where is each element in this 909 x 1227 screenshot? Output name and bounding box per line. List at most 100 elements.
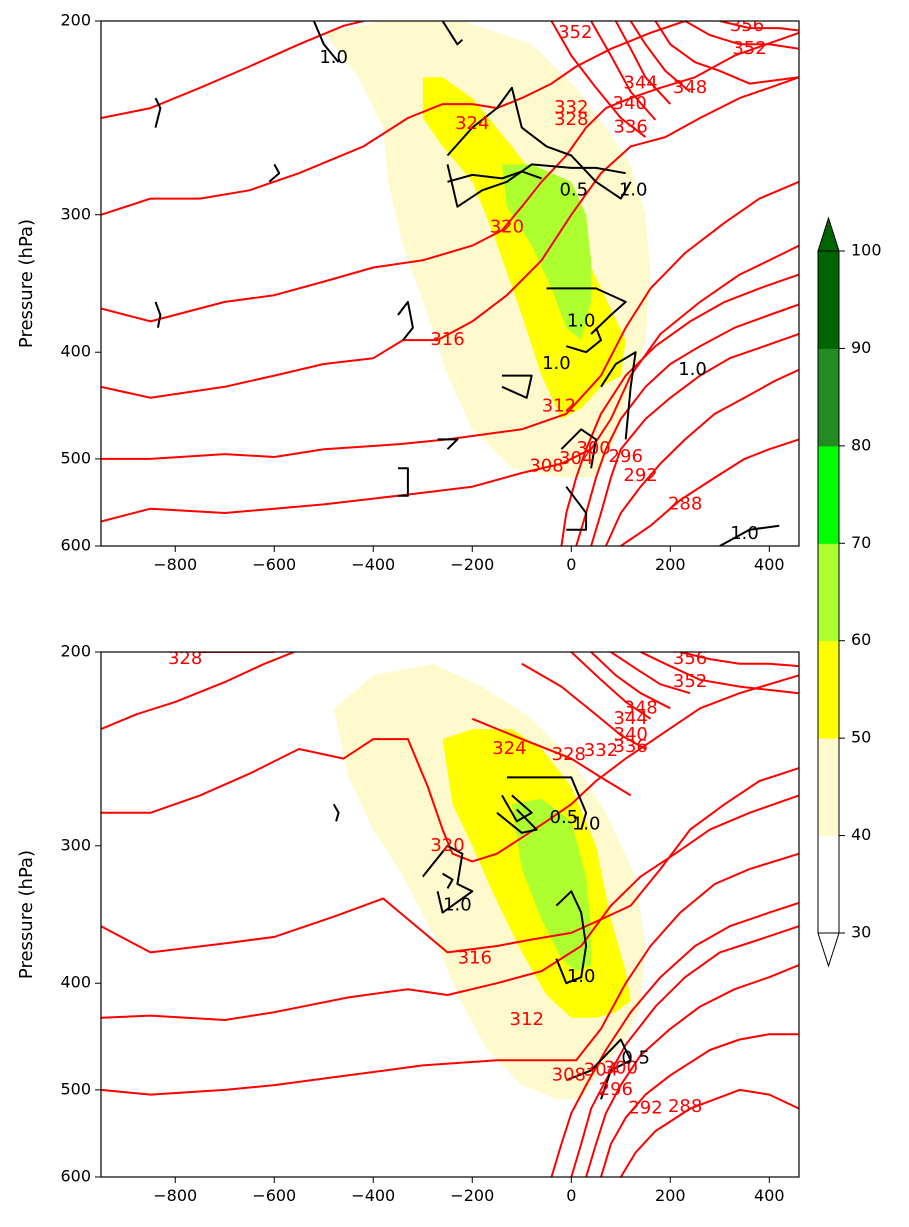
theta-contour-296 <box>590 333 799 546</box>
theta-contour-label: 344 <box>614 708 648 729</box>
y-tick-label: 500 <box>60 1079 91 1098</box>
black-contour-label: 0.5 <box>621 1047 650 1068</box>
theta-contour-336 <box>590 21 657 121</box>
black-contour-8 <box>600 351 637 440</box>
theta-contour-308 <box>101 244 799 523</box>
theta-contour-label: 320 <box>490 216 524 237</box>
shading-region-60-70 <box>511 798 592 972</box>
black-contour-label: 1.0 <box>542 353 571 374</box>
theta-contour-label: 352 <box>732 38 766 59</box>
black-contour-16 <box>154 301 162 328</box>
black-contour-14 <box>268 163 281 183</box>
theta-contour-label: 352 <box>558 22 592 43</box>
black-contour-6 <box>566 327 602 354</box>
theta-contour-label: 296 <box>599 1079 633 1100</box>
theta-contour-356 <box>679 652 799 668</box>
theta-contour-328 <box>101 21 364 119</box>
colorbar-segment <box>818 640 839 739</box>
colorbar-tick-label: 80 <box>851 435 871 454</box>
black-contour-label: 1.0 <box>678 359 707 380</box>
black-contour-6 <box>565 1038 632 1100</box>
colorbar-segment <box>818 738 839 837</box>
black-contour-label: 1.0 <box>319 47 348 68</box>
black-contour-label: 1.0 <box>619 179 648 200</box>
theta-contour-label: 316 <box>430 329 464 350</box>
black-contour-5 <box>555 890 588 985</box>
theta-contour-316 <box>101 76 799 399</box>
colorbar-segment <box>818 251 839 349</box>
black-contour-10 <box>565 486 588 531</box>
x-tick-label: −800 <box>153 1186 197 1205</box>
x-tick-label: 0 <box>566 555 576 574</box>
theta-contour-label: 328 <box>552 744 586 765</box>
theta-contour-348 <box>654 21 799 85</box>
theta-contour-label: 336 <box>614 736 648 757</box>
theta-contour-label: 296 <box>609 446 643 467</box>
x-tick-label: −800 <box>153 555 197 574</box>
black-contour-2 <box>496 808 538 834</box>
theta-contour-label: 356 <box>730 15 764 36</box>
black-contour-4 <box>447 170 542 183</box>
black-contour-4 <box>442 872 454 889</box>
theta-contour-288 <box>620 438 799 546</box>
colorbar-tick-label: 40 <box>851 825 871 844</box>
theta-contour-348 <box>610 652 691 695</box>
theta-contour-324 <box>101 652 295 731</box>
theta-contour-label: 308 <box>529 455 563 476</box>
theta-contour-label: 308 <box>552 1064 586 1085</box>
theta-contour-label: 332 <box>584 740 618 761</box>
colorbar-frame <box>817 250 840 934</box>
x-tick-label: −200 <box>450 555 494 574</box>
theta-contour-292 <box>604 368 799 546</box>
y-axis-label: Pressure (hPa) <box>16 850 37 979</box>
colorbar-tick-label: 90 <box>851 338 871 357</box>
y-tick-label: 200 <box>60 11 91 30</box>
y-tick-label: 300 <box>60 835 91 854</box>
plot-area: 352 3563523483443403363323283243203163123… <box>101 15 799 546</box>
black-contour-7 <box>332 803 340 822</box>
y-tick-label: 600 <box>60 536 91 555</box>
theta-contour-340 <box>614 21 672 105</box>
theta-contour-308 <box>101 852 799 1096</box>
theta-contour-292 <box>600 1033 799 1177</box>
colorbar-tick-label: 70 <box>851 533 871 552</box>
black-contour-12 <box>437 438 459 450</box>
theta-contour-316 <box>101 767 799 954</box>
colorbar-tick-label: 30 <box>851 923 871 942</box>
colorbar-tick-label: 100 <box>851 241 882 260</box>
theta-contour-label: 304 <box>584 1059 618 1080</box>
theta-contour-312 <box>101 180 799 460</box>
black-contour-label: 1.0 <box>567 310 596 331</box>
y-tick-label: 600 <box>60 1167 91 1186</box>
theta-contour-352 <box>640 652 799 695</box>
theta-contour-label: 336 <box>614 117 648 138</box>
colorbar-extend-under <box>817 932 840 968</box>
theta-contour-label: 324 <box>455 113 489 134</box>
colorbar-extend-over <box>817 216 840 252</box>
theta-contour-340 <box>570 652 652 720</box>
theta-contour-label: 300 <box>604 1057 638 1078</box>
theta-contour-label: 288 <box>668 493 702 514</box>
theta-contour-332 <box>471 717 632 797</box>
theta-contour-label: 292 <box>623 465 657 486</box>
theta-contour-324 <box>101 21 686 216</box>
theta-contour-label: 324 <box>492 738 526 759</box>
theta-contour-352 <box>684 21 799 50</box>
theta-contour-label: 292 <box>628 1098 662 1119</box>
theta-contour-304 <box>560 273 799 546</box>
x-tick-label: 0 <box>566 1186 576 1205</box>
shading-region-40-50 <box>323 21 651 478</box>
theta-contour-label: 340 <box>613 93 647 114</box>
black-contour-17 <box>719 524 780 546</box>
black-contour-11 <box>398 467 409 497</box>
theta-contour-label: 348 <box>673 77 707 98</box>
theta-contour-label: 344 <box>623 73 657 94</box>
theta-contour-332 <box>550 21 647 138</box>
theta-contour-label: 348 <box>623 697 657 718</box>
x-tick-label: −400 <box>351 555 395 574</box>
upper-panel: 352 3563523483443403363323283243203163123… <box>16 11 800 574</box>
theta-contour-label: 316 <box>458 948 492 969</box>
x-tick-label: 400 <box>754 1186 785 1205</box>
theta-contour-label: 312 <box>510 1009 544 1030</box>
